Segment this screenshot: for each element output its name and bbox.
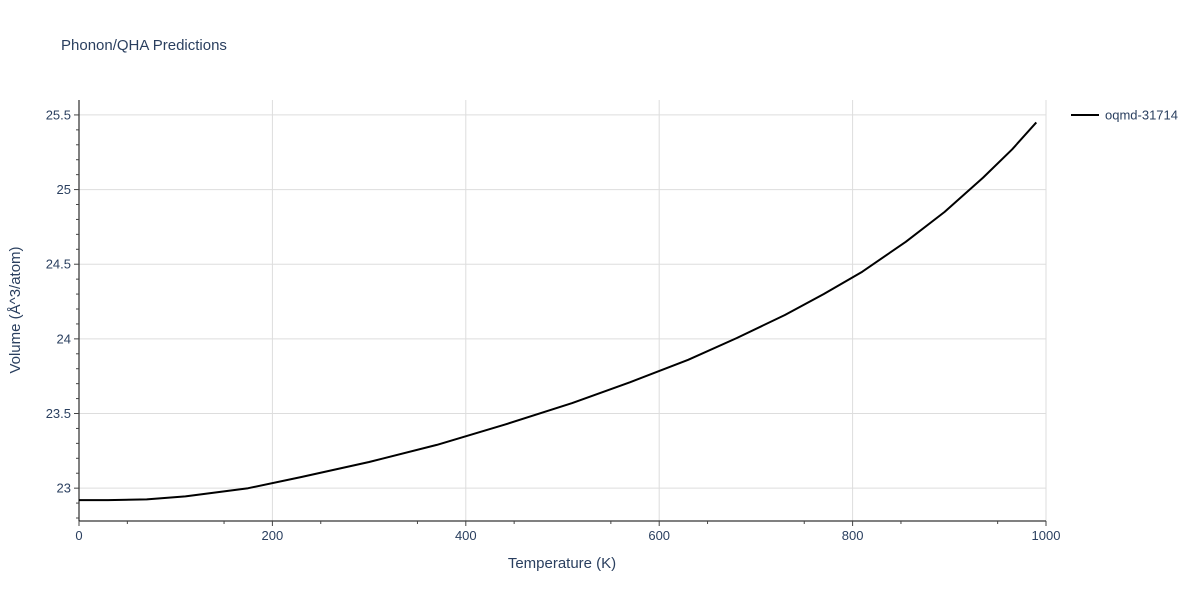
legend[interactable]: oqmd-31714 — [1071, 108, 1178, 123]
x-tick-label: 800 — [842, 528, 864, 543]
y-axis-title: Volume (Å^3/atom) — [7, 246, 24, 373]
x-tick-label: 200 — [262, 528, 284, 543]
x-tick-label: 1000 — [1032, 528, 1061, 543]
legend-label: oqmd-31714 — [1105, 108, 1178, 123]
y-tick-label: 25.5 — [46, 107, 71, 122]
y-tick-label: 25 — [57, 182, 71, 197]
chart-title: Phonon/QHA Predictions — [61, 37, 227, 54]
x-gridlines — [271, 100, 1047, 521]
x-axis: 0 200 400 600 800 1000 — [75, 521, 1060, 543]
x-tick-label: 0 — [75, 528, 82, 543]
y-tick-label: 23.5 — [46, 406, 71, 421]
y-axis: 23 23.5 24 24.5 25 25.5 — [46, 107, 79, 519]
x-axis-title: Temperature (K) — [508, 555, 616, 572]
y-tick-label: 24 — [57, 331, 71, 346]
x-tick-label: 400 — [455, 528, 477, 543]
y-tick-label: 23 — [57, 481, 71, 496]
x-tick-label: 600 — [648, 528, 670, 543]
legend-item[interactable]: oqmd-31714 — [1071, 108, 1178, 123]
plot-area — [79, 121, 1038, 502]
y-gridlines — [79, 114, 1046, 489]
y-tick-label: 24.5 — [46, 257, 71, 272]
series-line-oqmd-31714 — [79, 121, 1038, 502]
